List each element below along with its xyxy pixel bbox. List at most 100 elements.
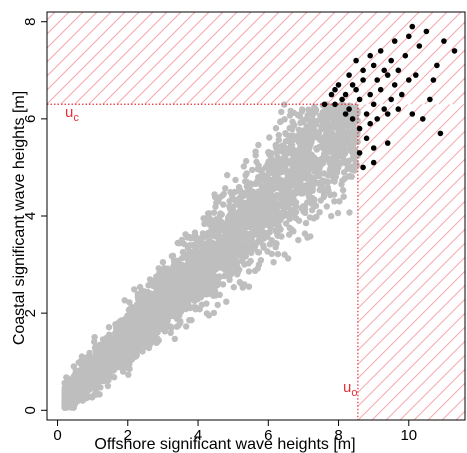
bulk-point	[72, 388, 80, 396]
bulk-point	[117, 355, 124, 362]
bulk-point	[306, 214, 314, 221]
bulk-point	[178, 308, 185, 315]
extreme-point	[434, 62, 440, 69]
bulk-point	[205, 257, 212, 264]
bulk-point	[262, 163, 270, 171]
bulk-point	[87, 385, 94, 392]
hatch-line	[357, 144, 465, 253]
bulk-point	[167, 323, 174, 330]
bulk-point	[175, 322, 182, 329]
bulk-point	[149, 312, 156, 319]
extreme-point	[413, 72, 419, 78]
bulk-point	[220, 201, 227, 208]
bulk-point	[258, 171, 266, 178]
bulk-point	[177, 285, 185, 292]
hatch-line	[357, 312, 465, 420]
bulk-point	[67, 379, 75, 386]
bulk-point	[89, 371, 97, 378]
bulk-point	[343, 116, 351, 124]
bulk-point	[300, 169, 307, 176]
bulk-point	[101, 342, 108, 349]
bulk-point	[331, 198, 338, 205]
bulk-point	[240, 163, 247, 170]
bulk-point	[246, 232, 253, 239]
bulk-point	[264, 183, 272, 191]
hatch-line	[357, 242, 465, 351]
bulk-point	[339, 187, 347, 194]
bulk-point	[242, 199, 250, 207]
threshold-coastal-label: uc	[65, 104, 79, 124]
bulk-point	[175, 290, 182, 298]
bulk-point	[235, 184, 243, 191]
bulk-point	[174, 239, 181, 247]
bulk-point	[317, 161, 324, 169]
hatch-line	[270, 12, 364, 105]
bulk-point	[190, 288, 197, 296]
hatch-line	[88, 12, 182, 105]
bulk-point	[210, 209, 218, 216]
bulk-point	[288, 141, 296, 149]
bulk-point	[150, 295, 157, 302]
extreme-point	[391, 82, 398, 88]
bulk-point	[162, 265, 169, 272]
bulk-point	[145, 344, 153, 352]
axes: 0 2 4 6 8 10 0 2 4 6 8	[22, 18, 417, 444]
bulk-point	[169, 252, 177, 259]
extreme-point	[321, 101, 328, 108]
bulk-point	[182, 231, 189, 238]
bulk-point	[287, 107, 294, 115]
bulk-point	[198, 301, 206, 308]
bulk-point	[313, 213, 320, 220]
bulk-point	[217, 256, 224, 263]
bulk-point	[339, 177, 346, 184]
bulk-point	[340, 193, 347, 200]
bulk-point	[154, 302, 162, 310]
bulk-point	[306, 165, 313, 172]
hatch-line	[357, 116, 465, 225]
bulk-point	[319, 186, 326, 193]
extreme-point	[367, 52, 374, 59]
hatch-line	[172, 12, 266, 105]
bulk-point	[333, 163, 340, 171]
hatch-line	[357, 104, 423, 169]
bulk-point	[230, 284, 237, 291]
bulk-point	[282, 188, 289, 196]
bulk-point	[346, 209, 353, 216]
bulk-point	[276, 224, 283, 231]
y-tick-label: 6	[22, 115, 39, 123]
extreme-point	[360, 164, 366, 171]
hatch-line	[357, 200, 465, 309]
bulk-point	[254, 265, 261, 272]
hatch-line	[200, 12, 294, 105]
bulk-point	[236, 214, 243, 222]
bulk-point	[203, 217, 210, 225]
bulk-point	[203, 310, 211, 317]
bulk-point	[227, 264, 234, 272]
bulk-point	[125, 317, 133, 324]
extreme-point	[391, 38, 398, 44]
bulk-point	[101, 376, 108, 384]
hatch-line	[357, 104, 437, 183]
bulk-point	[299, 106, 306, 113]
bulk-point	[297, 140, 304, 147]
bulk-point	[222, 185, 229, 192]
bulk-point	[116, 350, 124, 358]
bulk-point	[274, 250, 282, 258]
x-axis-title: Offshore significant wave heights [m]	[94, 436, 355, 453]
bulk-point	[340, 169, 348, 176]
bulk-point	[61, 400, 69, 407]
bulk-point	[294, 184, 301, 192]
bulk-point	[183, 261, 191, 269]
bulk-point	[186, 267, 194, 274]
bulk-point	[280, 167, 288, 175]
hatch-line	[396, 35, 465, 105]
bulk-point	[224, 231, 231, 238]
bulk-point	[249, 166, 256, 174]
extreme-point	[356, 150, 363, 156]
bulk-point	[337, 126, 345, 133]
bulk-point	[69, 399, 76, 406]
bulk-point	[109, 342, 116, 349]
bulk-point	[206, 289, 214, 296]
bulk-point	[240, 192, 247, 199]
hatch-line	[357, 270, 465, 379]
